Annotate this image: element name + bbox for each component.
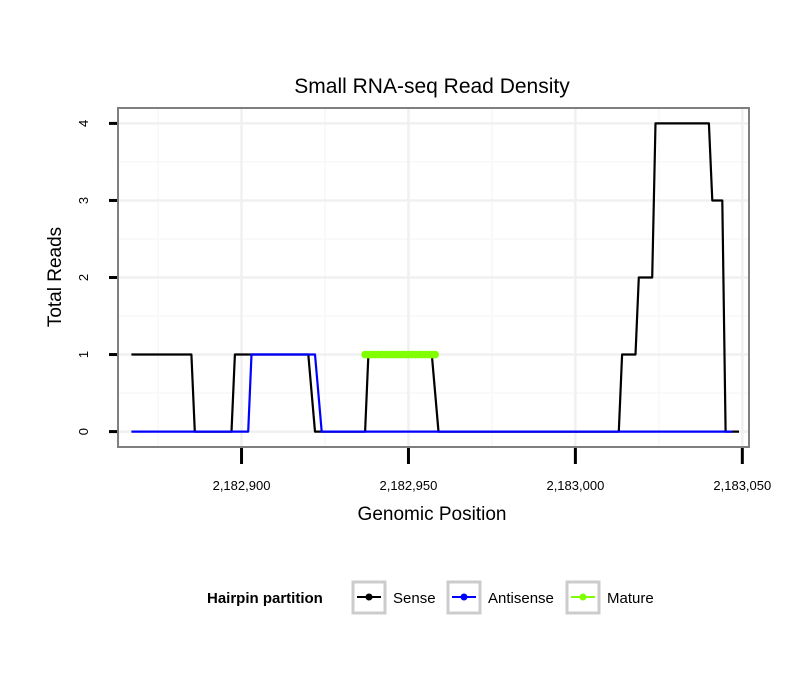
x-tick-label: 2,183,050 [713,478,771,493]
x-tick-label: 2,183,000 [546,478,604,493]
y-tick-label: 4 [76,120,91,127]
x-tick-label: 2,182,900 [213,478,271,493]
y-tick-label: 0 [76,428,91,435]
y-tick-label: 2 [76,274,91,281]
x-axis-title: Genomic Position [358,504,507,525]
y-axis: 0 1 2 3 4 [76,120,117,435]
plot-panel [117,107,750,448]
legend-title: Hairpin partition [207,590,323,607]
grid-lines [118,108,749,447]
chart-title: Small RNA-seq Read Density [294,75,570,98]
x-axis: 2,182,900 2,182,950 2,183,000 2,183,050 [213,448,771,493]
y-axis-title: Total Reads [45,227,66,327]
y-tick-label: 1 [76,351,91,358]
legend: Hairpin partition Sense Antisense Mature [207,580,654,615]
legend-item-sense: Sense [351,580,436,615]
x-tick-label: 2,182,950 [380,478,438,493]
legend-dot-antisense [460,593,468,601]
legend-label-mature: Mature [607,590,654,607]
legend-label-sense: Sense [393,590,436,607]
legend-dot-mature [579,593,587,601]
legend-dot-sense [365,593,373,601]
legend-label-antisense: Antisense [488,590,554,607]
series-lines [131,122,739,433]
series-line-antisense [131,353,733,433]
y-tick-label: 3 [76,197,91,204]
plot-panel-border [117,107,750,448]
legend-item-antisense: Antisense [446,580,554,615]
legend-item-mature: Mature [565,580,654,615]
